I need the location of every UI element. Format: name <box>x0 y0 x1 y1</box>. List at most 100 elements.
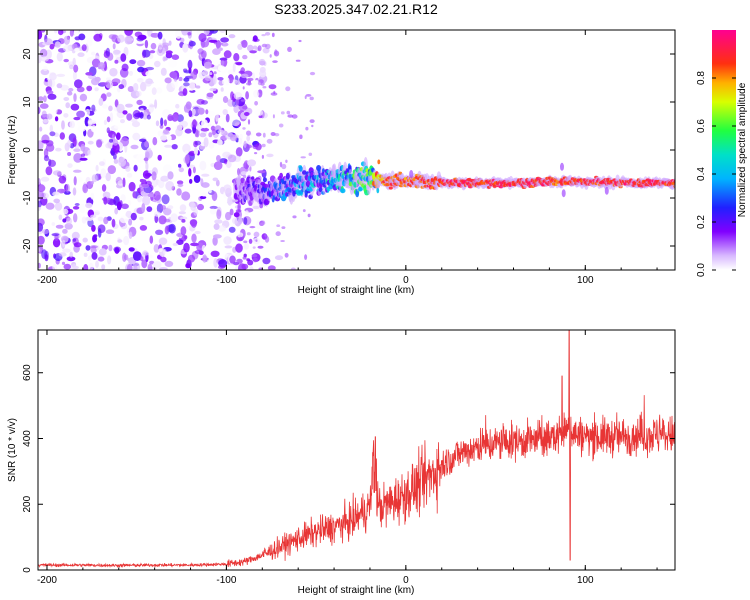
noise-blob <box>183 68 188 72</box>
noise-blob <box>304 95 307 100</box>
noise-blob <box>146 114 151 120</box>
noise-blob <box>247 159 257 167</box>
noise-blob <box>163 119 167 127</box>
noise-blob <box>205 109 209 115</box>
colorbar-tick-label: 0.8 <box>696 71 707 85</box>
noise-blob <box>86 85 93 92</box>
noise-blob <box>201 119 208 129</box>
noise-blob <box>261 34 266 37</box>
noise-blob <box>84 216 94 221</box>
noise-blob <box>149 260 155 265</box>
noise-blob <box>253 80 260 88</box>
noise-blob <box>150 33 157 38</box>
noise-blob <box>73 30 79 37</box>
x-tick-label: -100 <box>216 575 236 586</box>
noise-blob <box>136 59 146 67</box>
noise-blob <box>54 30 58 34</box>
noise-blob <box>41 229 50 235</box>
noise-blob <box>198 71 207 80</box>
noise-blob <box>105 229 115 234</box>
snr-x-label: Height of straight line (km) <box>298 585 415 596</box>
noise-blob <box>219 30 226 33</box>
noise-blob <box>178 211 186 215</box>
noise-blob <box>164 144 173 148</box>
noise-blob <box>103 196 108 205</box>
noise-blob <box>124 35 133 45</box>
noise-blob <box>82 237 88 243</box>
noise-blob <box>102 191 111 199</box>
noise-blob <box>38 247 41 252</box>
noise-blob <box>74 79 83 89</box>
signal-blob <box>377 159 381 165</box>
noise-blob <box>180 37 185 43</box>
noise-blob <box>229 134 238 142</box>
noise-blob <box>154 99 158 109</box>
noise-blob <box>54 191 60 196</box>
noise-blob <box>114 59 119 64</box>
signal-blob <box>561 189 566 198</box>
noise-blob <box>159 267 168 270</box>
noise-blob <box>43 155 50 162</box>
noise-blob <box>196 30 201 36</box>
noise-blob <box>187 59 193 70</box>
signal-blob <box>262 177 267 183</box>
noise-blob <box>246 82 252 86</box>
noise-blob <box>169 71 178 79</box>
noise-blob <box>257 45 262 52</box>
noise-blob <box>285 86 291 92</box>
noise-blob <box>192 166 196 174</box>
noise-blob <box>170 213 178 223</box>
noise-blob <box>158 248 163 253</box>
noise-blob <box>55 224 64 229</box>
noise-blob <box>176 180 184 185</box>
noise-blob <box>111 218 116 228</box>
noise-blob <box>185 101 192 110</box>
noise-blob <box>215 112 219 122</box>
y-tick-label: 400 <box>22 430 33 447</box>
noise-blob <box>201 100 208 105</box>
noise-blob <box>244 210 249 216</box>
noise-blob <box>233 53 240 62</box>
noise-blob <box>45 143 55 152</box>
noise-blob <box>74 145 80 149</box>
noise-blob <box>231 118 241 127</box>
noise-blob <box>300 156 307 159</box>
noise-blob <box>153 261 162 269</box>
noise-blob <box>72 70 77 81</box>
noise-blob <box>246 77 254 82</box>
noise-blob <box>105 143 112 149</box>
noise-blob <box>106 116 111 123</box>
noise-blob <box>251 254 258 258</box>
noise-blob <box>153 211 162 217</box>
noise-blob <box>240 171 247 176</box>
noise-blob <box>227 154 237 163</box>
noise-blob <box>147 147 152 152</box>
noise-blob <box>247 259 254 266</box>
signal-blob <box>560 162 564 171</box>
noise-blob <box>267 265 276 270</box>
noise-blob <box>117 87 121 93</box>
noise-blob <box>254 152 258 155</box>
noise-blob <box>284 252 289 258</box>
noise-blob <box>176 239 184 245</box>
noise-blob <box>233 104 239 114</box>
noise-blob <box>162 56 167 62</box>
noise-blob <box>116 103 125 114</box>
colorbar-label: Normalized spectral amplitude <box>737 82 748 217</box>
y-tick-label: 0 <box>22 147 33 153</box>
noise-blob <box>243 240 248 244</box>
noise-blob <box>97 62 106 70</box>
snr-y-label: SNR (10 * v/v) <box>7 418 18 482</box>
signal-blob <box>358 186 363 192</box>
snr-frame <box>37 329 676 571</box>
noise-blob <box>155 120 160 127</box>
noise-blob <box>73 176 77 186</box>
noise-blob <box>273 90 276 95</box>
noise-blob <box>200 127 210 132</box>
noise-blob <box>185 263 191 269</box>
noise-blob <box>71 231 80 240</box>
noise-blob <box>232 217 239 225</box>
noise-blob <box>201 50 207 59</box>
noise-blob <box>178 163 182 168</box>
noise-blob <box>209 72 213 76</box>
